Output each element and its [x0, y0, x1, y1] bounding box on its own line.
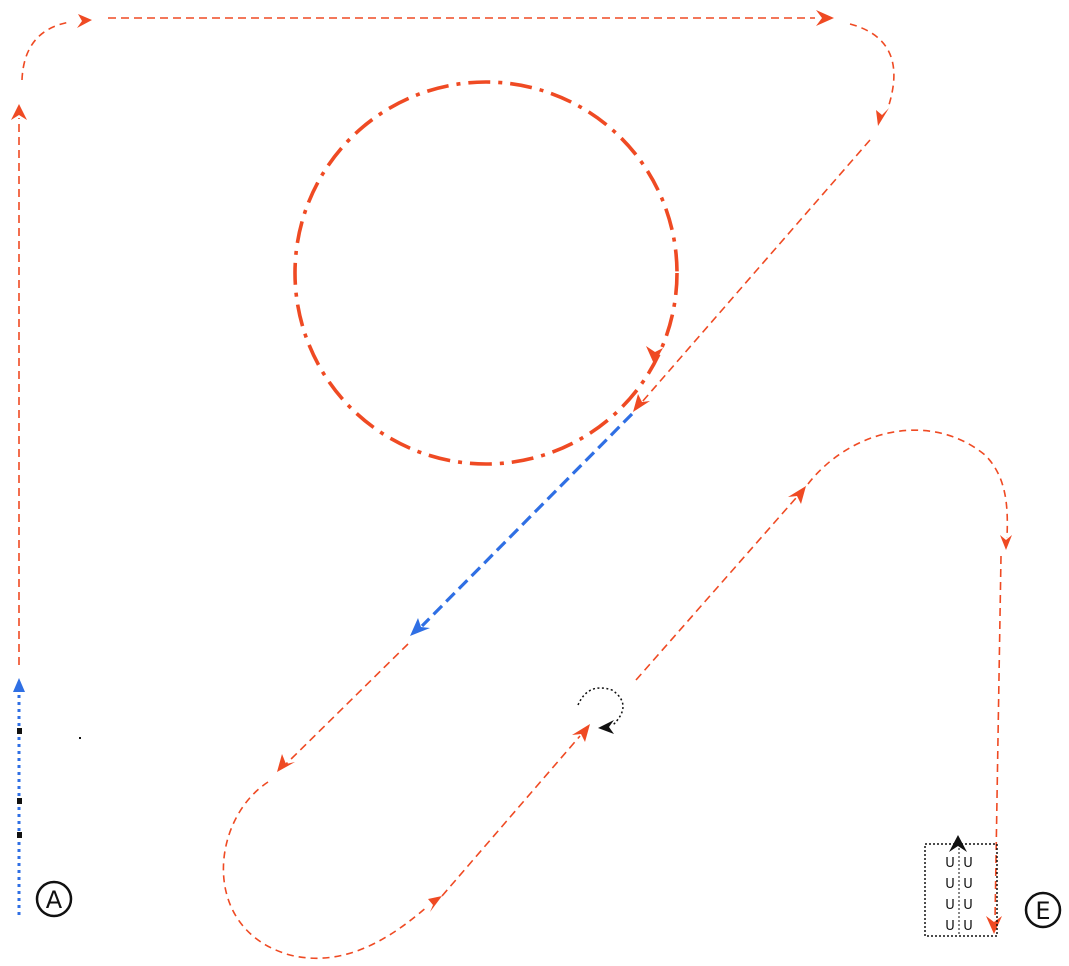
start-mark-3 [17, 832, 22, 838]
park-arrow-icon [949, 835, 967, 852]
upper-right-diagonal-route [635, 497, 797, 681]
start-mark-1 [17, 728, 22, 734]
left-up-arrowhead [11, 104, 27, 120]
right-loop-curve [807, 429, 1009, 539]
right-down-arrowhead [986, 916, 1002, 934]
parking-space-6: U [963, 898, 973, 913]
lower-left-diagonal-arrowhead [277, 754, 295, 772]
diagonal-down-arrowhead [633, 394, 650, 412]
lower-right-diagonal-route [441, 735, 581, 897]
parking-space-7: U [945, 919, 955, 934]
end-marker-label: E [1035, 897, 1050, 925]
bottom-uturn-arrowhead [428, 896, 442, 912]
start-up-arrowhead [13, 678, 25, 692]
parking-space-8: U [963, 919, 973, 934]
bottom-uturn-curve [222, 781, 429, 960]
end-marker: E [1024, 891, 1062, 929]
parking-area: U U U U U U U U [924, 835, 998, 937]
turn-around-icon [577, 687, 624, 734]
start-marker: A [35, 880, 73, 918]
parking-space-4: U [963, 877, 973, 892]
upper-right-diagonal-arrowhead [788, 486, 806, 504]
top-right-curve [849, 23, 895, 109]
diagonal-down-route [641, 139, 871, 403]
reverse-diagonal-arrowhead [410, 618, 430, 636]
top-arrowhead [816, 10, 834, 26]
parking-space-3: U [945, 877, 955, 892]
lower-left-diagonal-route [285, 643, 409, 765]
top-left-arrowhead [77, 14, 92, 28]
roundabout-arrowhead [646, 346, 663, 364]
start-marker-label: A [46, 886, 63, 914]
parking-space-2: U [963, 856, 973, 871]
parking-space-1: U [945, 856, 955, 871]
roundabout-circle [293, 80, 679, 466]
top-right-arrowhead [876, 108, 889, 126]
right-down-route [994, 555, 1002, 921]
right-loop-arrowhead [1000, 535, 1012, 550]
stray-dot [79, 737, 81, 739]
parking-space-5: U [945, 898, 955, 913]
reverse-diagonal-line [420, 412, 634, 628]
lower-right-diagonal-arrowhead [572, 724, 590, 742]
start-mark-2 [17, 798, 22, 804]
top-left-curve [21, 21, 71, 81]
